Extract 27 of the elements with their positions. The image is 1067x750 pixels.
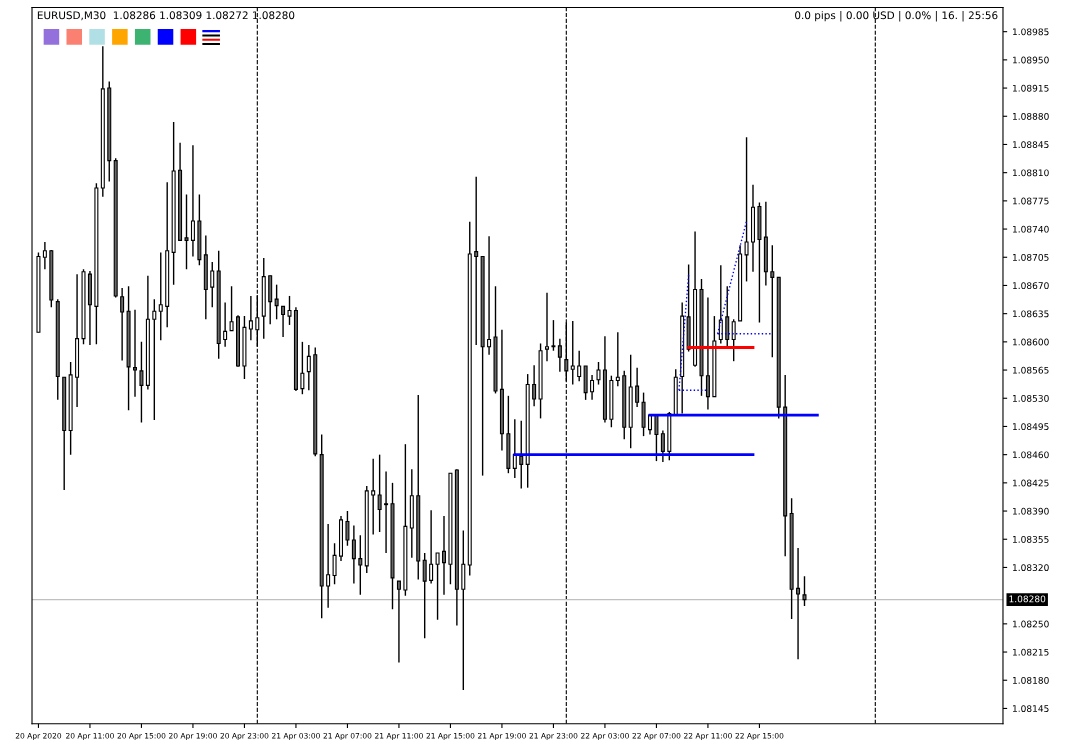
chart-title: EURUSD,M30 1.08286 1.08309 1.08272 1.08280 [37,11,295,21]
y-tick-label: 1.08845 [1013,141,1049,149]
y-tick-label: 1.08250 [1013,620,1049,628]
y-tick-label: 1.08985 [1013,28,1049,36]
y-tick-label: 1.08145 [1013,705,1049,712]
annotation: 0.0 pips | 0.00 USD | 0.0% | 16. | 25:56 [795,11,998,22]
y-tick-label: 1.08530 [1013,394,1049,402]
y-tick-label: 1.08915 [1013,84,1049,92]
y-tick-label: 1.08460 [1013,451,1049,459]
y-tick-label: 1.08425 [1013,479,1049,487]
y-tick-label: 1.08670 [1013,282,1049,290]
y-tick-label: 1.08180 [1013,676,1049,684]
y-tick-label: 1.08215 [1013,648,1049,656]
y-tick-label: 1.08950 [1013,56,1049,64]
ref-line-label: 1.08280 [1009,595,1046,603]
y-tick-label: 1.08320 [1013,564,1049,572]
y-tick-label: 1.08635 [1013,310,1049,318]
y-tick-label: 1.08775 [1013,197,1049,205]
y-tick-label: 1.08565 [1013,366,1049,374]
y-tick-label: 1.08600 [1013,338,1049,346]
y-tick-label: 1.08810 [1013,169,1049,177]
y-tick-label: 1.08705 [1013,253,1049,261]
y-tick-label: 1.08740 [1013,225,1049,233]
y-tick-label: 1.08880 [1013,113,1049,120]
y-tick-label: 1.08495 [1013,423,1049,431]
y-tick-label: 1.08390 [1013,507,1049,515]
y-tick-label: 1.08355 [1013,535,1049,543]
